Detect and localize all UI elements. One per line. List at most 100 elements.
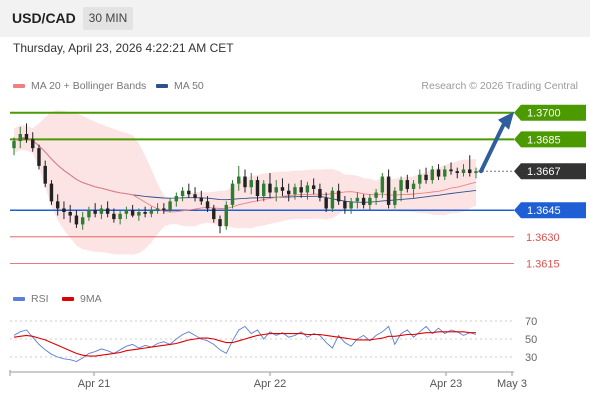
x-tick-label-3: May 3: [497, 378, 527, 390]
legend-ma50-label: MA 50: [174, 80, 204, 92]
legend-rsi-label: RSI: [31, 293, 49, 305]
candle-body: [380, 176, 385, 193]
candle-body: [299, 187, 303, 193]
legend-9ma-label: 9MA: [80, 293, 102, 305]
rsi-swatch: [13, 297, 25, 302]
candle-body: [24, 134, 29, 140]
candle-body: [355, 197, 360, 202]
candle-body: [243, 176, 247, 188]
candle-body: [349, 201, 353, 209]
candle-body: [405, 180, 410, 189]
candle-body: [199, 197, 204, 202]
candle-body: [280, 187, 285, 191]
candle-body: [255, 180, 260, 197]
level-label-1.3615: 1.3615: [526, 258, 560, 270]
candle-body: [112, 213, 116, 220]
candle-body: [68, 212, 72, 216]
candle-body: [130, 210, 135, 216]
level-tag-1.3700: [514, 104, 586, 121]
candle-body: [262, 183, 266, 197]
ma9-swatch: [62, 297, 74, 302]
candle-body: [168, 201, 172, 211]
candle-body: [105, 208, 110, 214]
candle-body: [212, 208, 216, 220]
level-text-1.3630: 1.3630: [526, 232, 560, 244]
ma20-swatch: [13, 84, 25, 89]
level-text-1.3700: 1.3700: [527, 108, 561, 120]
credit-text: Research © 2026 Trading Central: [421, 80, 578, 92]
symbol-title: USD/CAD: [12, 10, 76, 26]
candle-body: [461, 169, 466, 173]
rsi-tick-70: 70: [525, 316, 537, 328]
candle-body: [430, 169, 435, 181]
candle-body: [55, 201, 60, 209]
candle-body: [74, 215, 79, 225]
candle-body: [324, 197, 328, 209]
rsi-series-9MA: [13, 331, 476, 357]
candle-body: [230, 183, 235, 205]
candle-body: [293, 187, 297, 195]
level-text-1.3667: 1.3667: [527, 166, 561, 178]
candle-body: [118, 213, 122, 220]
candle-body: [305, 185, 310, 193]
candle-body: [368, 197, 372, 205]
candle-body: [224, 204, 228, 227]
ma20-line: [13, 137, 477, 213]
candle-body: [386, 176, 391, 205]
level-text-1.3685: 1.3685: [527, 134, 561, 146]
candle-body: [149, 210, 154, 214]
level-label-1.3667: 1.3667: [514, 163, 586, 180]
candle-body: [37, 148, 41, 166]
candle-body: [311, 185, 316, 189]
candle-body: [268, 183, 272, 193]
level-text-1.3615: 1.3615: [526, 258, 560, 270]
candle-body: [205, 201, 210, 209]
candle-body: [124, 210, 129, 214]
forecast-arrow-shaft: [479, 121, 506, 174]
candle-body: [343, 201, 347, 209]
level-label-1.3685: 1.3685: [514, 131, 586, 148]
candle-body: [143, 212, 147, 214]
level-tag-1.3667: [514, 163, 586, 180]
candle-body: [174, 196, 179, 202]
candle-body: [31, 139, 35, 149]
timeframe-button[interactable]: 30 MIN: [83, 7, 133, 30]
forecast-arrow-head: [498, 111, 514, 130]
candle-body: [12, 141, 16, 149]
candle-body: [137, 212, 141, 216]
candle-body: [62, 208, 66, 212]
candle-body: [249, 180, 253, 188]
candle-body: [449, 169, 453, 172]
legend-9ma: 9MA: [62, 293, 102, 305]
candle-body: [155, 208, 160, 211]
candle-body: [180, 190, 185, 197]
candle-body: [43, 165, 47, 184]
candle-body: [49, 183, 54, 202]
rsi-tick-50: 50: [525, 334, 537, 346]
candle-body: [474, 171, 478, 173]
date-line: Thursday, April 23, 2026 4:22:21 AM CET: [13, 41, 234, 55]
candle-body: [87, 210, 91, 218]
x-tick-label-2: Apr 23: [430, 378, 462, 390]
rsi-tick-30: 30: [525, 352, 537, 364]
rsi-series-RSI: [13, 325, 477, 362]
candle-body: [274, 187, 278, 193]
candle-body: [237, 176, 241, 184]
legend-ma20: MA 20 + Bollinger Bands: [13, 80, 146, 92]
candle-body: [468, 169, 472, 173]
candle-body: [80, 217, 85, 225]
candle-body: [361, 197, 366, 205]
candle-body: [424, 174, 428, 181]
legend-rsi: RSI: [13, 293, 49, 305]
candle-body: [187, 190, 191, 195]
x-tick-label-1: Apr 22: [254, 378, 286, 390]
candle-body: [93, 210, 97, 214]
candle-body: [330, 190, 335, 209]
legend-ma50: MA 50: [156, 80, 204, 92]
level-label-1.3630: 1.3630: [526, 232, 560, 244]
level-tag-1.3685: [514, 131, 586, 148]
level-text-1.3645: 1.3645: [527, 205, 561, 217]
candle-body: [193, 194, 197, 198]
candle-body: [286, 190, 291, 195]
